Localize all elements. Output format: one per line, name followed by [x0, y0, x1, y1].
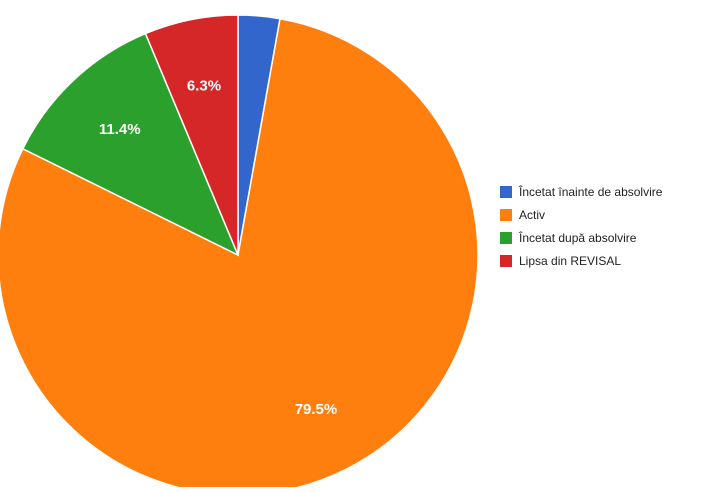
slice-value-label: 79.5%: [295, 401, 338, 418]
legend-label: Încetat după absolvire: [519, 231, 637, 245]
legend-swatch: [500, 209, 512, 221]
legend-swatch: [500, 255, 512, 267]
legend-item-incetat-dupa: Încetat după absolvire: [500, 231, 662, 245]
legend-item-lipsa-revisal: Lipsa din REVISAL: [500, 254, 662, 268]
legend-item-incetat-inainte: Încetat înainte de absolvire: [500, 185, 663, 199]
chart-legend: Încetat înainte de absolvire Activ Încet…: [500, 185, 663, 278]
slice-value-label: 11.4%: [99, 121, 141, 138]
legend-label: Lipsa din REVISAL: [519, 254, 622, 268]
slice-value-label: 6.3%: [187, 78, 221, 95]
legend-swatch: [500, 186, 512, 198]
pie-slice-activ: [0, 17, 479, 492]
pie-slice-incetat-dupa: [21, 32, 240, 257]
legend-label: Încetat înainte de absolvire: [519, 185, 663, 199]
legend-item-activ: Activ: [500, 208, 662, 222]
legend-swatch: [500, 232, 512, 244]
pie-slice-lipsa-revisal: [144, 14, 239, 256]
legend-label: Activ: [519, 208, 546, 222]
